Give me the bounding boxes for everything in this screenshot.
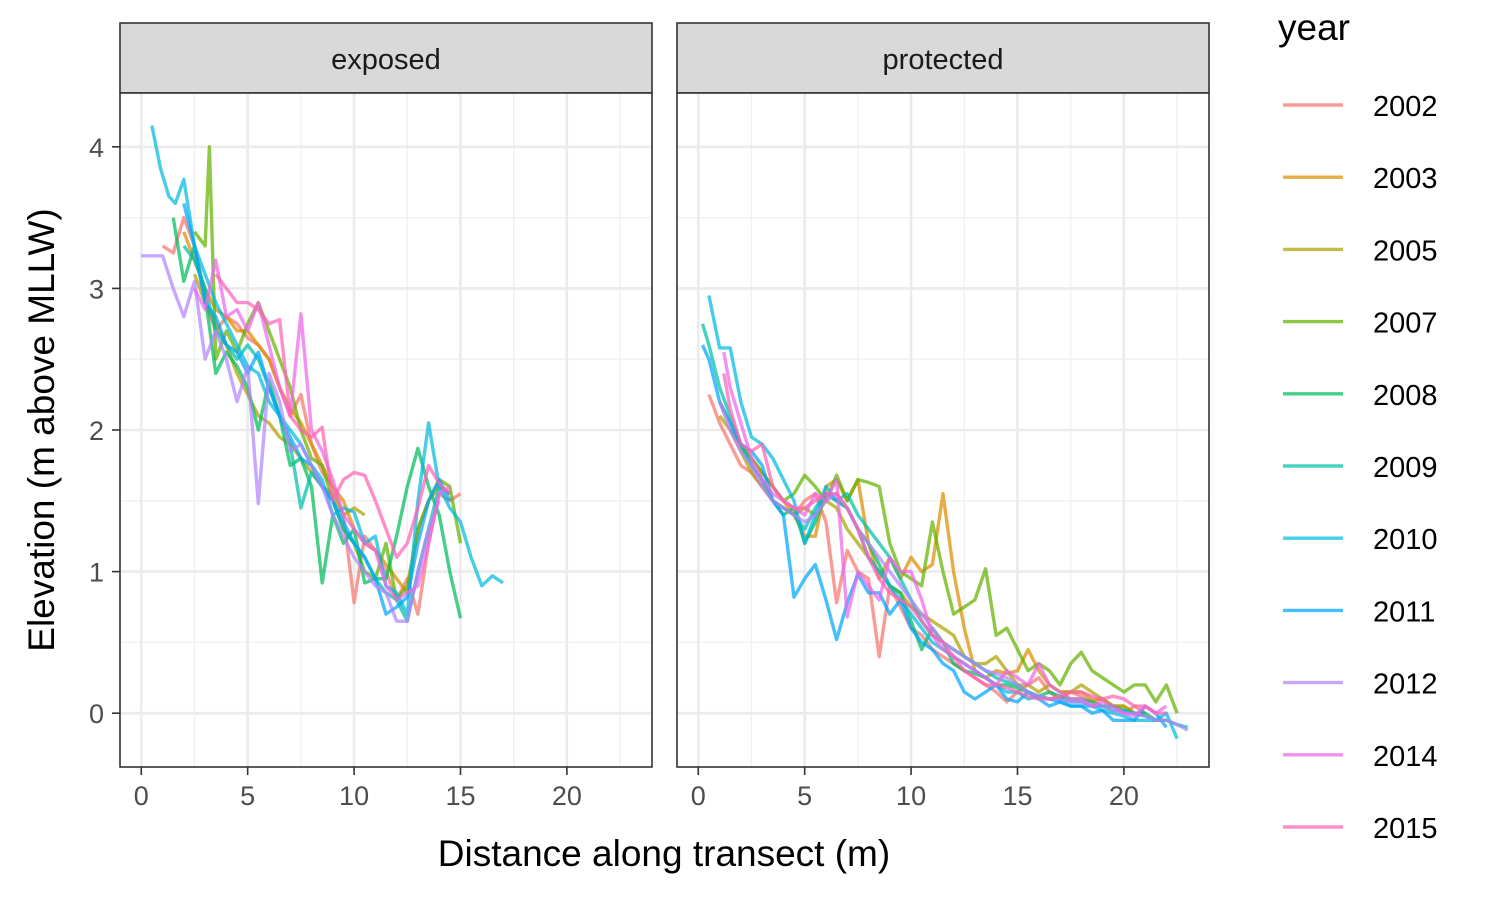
legend-label-2002: 2002 — [1373, 91, 1438, 123]
legend-label-2009: 2009 — [1373, 452, 1438, 484]
x-tick-label: 10 — [896, 781, 926, 811]
series-line-2012 — [718, 401, 1189, 732]
x-axis-title: Distance along transect (m) — [438, 833, 890, 874]
legend-title: year — [1278, 7, 1350, 48]
legend-label-2014: 2014 — [1373, 741, 1438, 773]
series-line-2011 — [700, 344, 1168, 729]
panel-protected: protected 0 5 10 15 20 — [676, 22, 1210, 811]
legend-label-2012: 2012 — [1373, 669, 1438, 701]
x-tick-label: 20 — [552, 781, 582, 811]
series-line-2007 — [739, 443, 1179, 714]
series-line-2015 — [722, 373, 1167, 715]
x-tick-label: 20 — [1109, 781, 1139, 811]
legend-label-2008: 2008 — [1373, 380, 1438, 412]
legend-label-2010: 2010 — [1373, 524, 1438, 556]
facet-strip — [676, 22, 1210, 94]
y-tick-label: 4 — [89, 133, 104, 163]
legend-label-2015: 2015 — [1373, 813, 1438, 845]
legend-label-2005: 2005 — [1373, 235, 1438, 267]
legend-label-2003: 2003 — [1373, 163, 1438, 195]
y-tick-label: 1 — [89, 558, 104, 588]
x-tick-label: 15 — [1002, 781, 1032, 811]
panel-exposed: exposed 0 5 10 15 20 0 1 2 3 4 — [89, 22, 653, 811]
series-line-2012 — [141, 254, 441, 623]
x-tick-label: 0 — [691, 781, 706, 811]
panel-border — [676, 92, 1210, 768]
y-tick-label: 0 — [89, 699, 104, 729]
facet-strip-label: protected — [883, 44, 1004, 76]
legend: year 2002 2003 2005 2007 2008 2009 2010 2011 201… — [1278, 7, 1438, 845]
y-tick-label: 2 — [89, 416, 104, 446]
y-axis-title: Elevation (m above MLLW) — [21, 208, 62, 651]
series-line-2010 — [150, 125, 504, 616]
y-tick-label: 3 — [89, 274, 104, 304]
series-line-2014 — [192, 258, 451, 602]
facet-strip-label: exposed — [331, 44, 441, 76]
series-line-2015 — [214, 273, 451, 560]
legend-label-2007: 2007 — [1373, 308, 1438, 340]
x-tick-label: 0 — [134, 781, 149, 811]
x-tick-label: 15 — [445, 781, 475, 811]
x-tick-label: 5 — [797, 781, 812, 811]
x-tick-label: 5 — [240, 781, 255, 811]
legend-label-2011: 2011 — [1373, 596, 1435, 628]
facet-strip — [119, 22, 653, 94]
series-line-2008 — [171, 217, 463, 619]
x-tick-label: 10 — [339, 781, 369, 811]
